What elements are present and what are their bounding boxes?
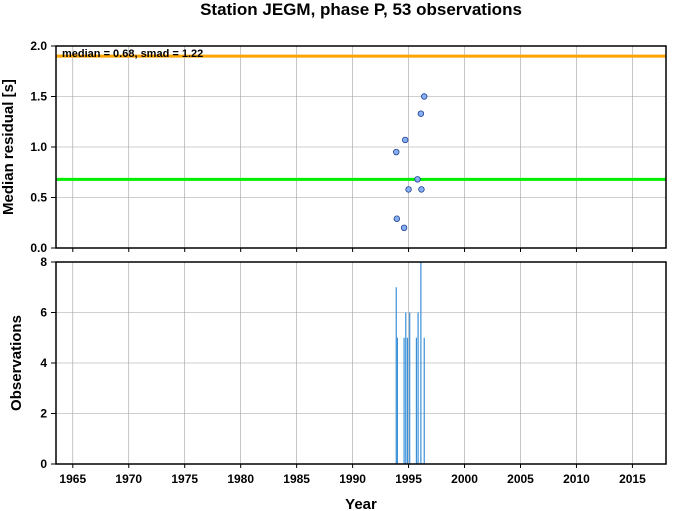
residual-point	[418, 186, 425, 193]
year-x-ticks: 1965 1970 1975 1980 1985 1990 1995 2000 2005 2010…	[59, 464, 646, 486]
residual-point	[402, 136, 409, 144]
residual-point	[393, 215, 401, 222]
y-tick-label: 0	[40, 457, 47, 471]
residual-grid	[56, 46, 666, 248]
y-tick-label: 1.5	[30, 90, 47, 104]
y-tick-label: 0.0	[30, 241, 47, 255]
x-tick-label: 2000	[451, 472, 478, 486]
y-tick-label: 2.0	[30, 39, 47, 53]
residual-point	[400, 224, 408, 231]
y-tick-label: 2	[40, 407, 47, 421]
observations-panel: 0 2 4 6 8 1965 1970 1975 1980 1985 1990 1995 2000 20…	[8, 255, 667, 511]
residual-point	[393, 148, 400, 156]
residual-point	[421, 93, 428, 100]
x-tick-label: 1965	[59, 472, 86, 486]
x-tick-label: 1990	[339, 472, 366, 486]
residual-x-ticks	[72, 248, 633, 252]
y-tick-label: 6	[40, 306, 47, 320]
observations-grid	[56, 262, 666, 464]
x-tick-label: 1995	[395, 472, 422, 486]
x-tick-label: 1975	[171, 472, 198, 486]
reference-lines	[56, 54, 666, 181]
chart-title: Station JEGM, phase P, 53 observations	[200, 0, 522, 19]
y-tick-label: 0.5	[30, 191, 47, 205]
x-tick-label: 2015	[619, 472, 646, 486]
x-tick-label: 2005	[507, 472, 534, 486]
residual-points	[393, 93, 428, 231]
y-tick-label: 1.0	[30, 140, 47, 154]
residual-y-label: Median residual [s]	[0, 79, 17, 215]
x-tick-label: 1985	[283, 472, 310, 486]
observation-bars	[395, 262, 425, 464]
x-tick-label: 1980	[227, 472, 254, 486]
residual-point	[417, 110, 425, 117]
observations-y-ticks: 0 2 4 6 8	[40, 255, 56, 471]
y-tick-label: 4	[40, 356, 47, 370]
median-annotation: median = 0.68, smad = 1.22	[62, 48, 203, 60]
x-tick-label: 1970	[115, 472, 142, 486]
y-tick-label: 8	[40, 255, 47, 269]
residual-point	[405, 186, 412, 193]
residual-panel: 0.0 0.5 1.0 1.5 2.0 median = 0.68, smad = 1.…	[0, 39, 667, 255]
year-x-label: Year	[345, 496, 377, 511]
x-tick-label: 2010	[563, 472, 590, 486]
residual-y-ticks: 0.0 0.5 1.0 1.5 2.0	[30, 39, 56, 255]
residual-point	[414, 176, 421, 183]
observations-y-label: Observations	[8, 315, 25, 411]
